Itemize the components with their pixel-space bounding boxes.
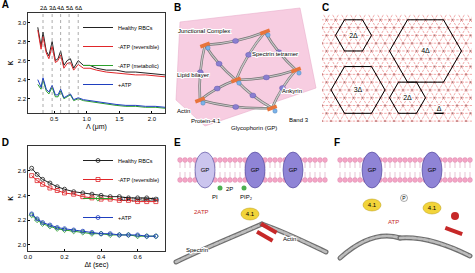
- svg-text:C: C: [322, 2, 329, 13]
- svg-text:6Δ: 6Δ: [75, 5, 82, 11]
- svg-text:Spectrin: Spectrin: [186, 247, 208, 253]
- svg-text:3Δ: 3Δ: [354, 86, 363, 93]
- svg-text:Actin: Actin: [177, 108, 190, 114]
- svg-text:B: B: [174, 2, 181, 13]
- svg-text:1.5: 1.5: [115, 116, 124, 122]
- svg-text:0.5: 0.5: [50, 116, 59, 122]
- svg-text:ATP: ATP: [388, 219, 399, 225]
- svg-text:-ATP (reversible): -ATP (reversible): [118, 177, 159, 183]
- svg-text:-ATP (reversible): -ATP (reversible): [118, 44, 159, 50]
- svg-text:F: F: [334, 137, 340, 148]
- svg-text:A: A: [2, 0, 9, 10]
- svg-text:Protein-4.1: Protein-4.1: [191, 118, 221, 124]
- svg-text:PI: PI: [212, 194, 218, 200]
- svg-text:Band 3: Band 3: [289, 117, 309, 123]
- svg-text:κ: κ: [5, 196, 15, 201]
- svg-text:2ATP: 2ATP: [194, 209, 209, 215]
- svg-text:2Δ: 2Δ: [40, 5, 47, 11]
- svg-text:0.0: 0.0: [24, 254, 33, 260]
- svg-text:Ankyrin: Ankyrin: [282, 88, 302, 94]
- svg-text:2.2: 2.2: [18, 217, 27, 223]
- svg-text:2.2: 2.2: [18, 96, 27, 102]
- svg-text:E: E: [174, 137, 181, 148]
- svg-text:Glycophorin (GP): Glycophorin (GP): [231, 125, 277, 131]
- svg-text:Λ (μm): Λ (μm): [86, 123, 107, 131]
- svg-text:0.6: 0.6: [133, 254, 142, 260]
- svg-text:Δt (sec): Δt (sec): [84, 261, 108, 269]
- svg-text:2.0: 2.0: [148, 116, 157, 122]
- svg-text:κ: κ: [5, 60, 15, 65]
- svg-text:4Δ: 4Δ: [57, 5, 64, 11]
- svg-text:GP: GP: [428, 167, 437, 173]
- svg-text:2Δ: 2Δ: [403, 94, 412, 101]
- svg-text:Actin: Actin: [283, 236, 296, 242]
- svg-text:4.1: 4.1: [246, 211, 255, 217]
- svg-text:Lipid bilayer: Lipid bilayer: [177, 72, 209, 78]
- svg-text:4.1: 4.1: [368, 202, 377, 208]
- svg-text:2.8: 2.8: [18, 39, 27, 45]
- svg-text:3.0: 3.0: [18, 20, 27, 26]
- svg-text:-ATP (metabolic): -ATP (metabolic): [118, 196, 159, 202]
- svg-text:2.6: 2.6: [18, 168, 27, 174]
- svg-text:4Δ: 4Δ: [421, 47, 430, 54]
- svg-text:0.2: 0.2: [60, 254, 69, 260]
- svg-text:1.0: 1.0: [83, 116, 92, 122]
- svg-text:Δ: Δ: [437, 105, 442, 112]
- svg-text:Junctional Complex: Junctional Complex: [178, 28, 230, 34]
- svg-text:2.6: 2.6: [18, 58, 27, 64]
- svg-text:D: D: [2, 138, 9, 148]
- svg-text:+ATP: +ATP: [118, 82, 132, 88]
- svg-text:2.4: 2.4: [18, 193, 27, 199]
- svg-text:P: P: [402, 195, 406, 201]
- svg-text:2Δ: 2Δ: [349, 32, 358, 39]
- svg-text:Spectrin tetramer: Spectrin tetramer: [252, 51, 298, 57]
- svg-text:Healthy RBCs: Healthy RBCs: [118, 158, 153, 164]
- svg-text:GP: GP: [251, 167, 260, 173]
- svg-text:+ATP: +ATP: [118, 215, 132, 221]
- svg-text:4.1: 4.1: [428, 205, 437, 211]
- svg-text:0.4: 0.4: [97, 254, 106, 260]
- svg-text:PIP₂: PIP₂: [240, 194, 253, 200]
- svg-text:GP: GP: [289, 167, 298, 173]
- svg-text:5Δ: 5Δ: [66, 5, 73, 11]
- svg-text:GP: GP: [201, 167, 210, 173]
- svg-text:Healthy RBCs: Healthy RBCs: [118, 25, 153, 31]
- svg-text:2.0: 2.0: [18, 242, 27, 248]
- svg-text:-ATP (metabolic): -ATP (metabolic): [118, 63, 159, 69]
- svg-text:GP: GP: [368, 167, 377, 173]
- svg-text:2.4: 2.4: [18, 77, 27, 83]
- svg-text:2P: 2P: [226, 186, 233, 192]
- svg-text:3Δ: 3Δ: [49, 5, 56, 11]
